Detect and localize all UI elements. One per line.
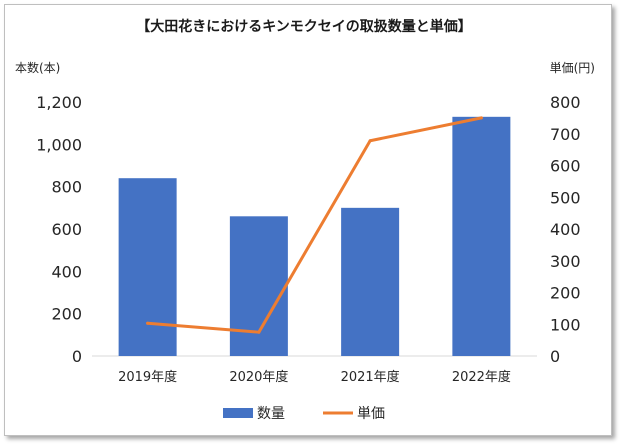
line-series xyxy=(146,116,483,334)
bar-4 xyxy=(452,116,511,356)
right-axis-tick-label: 0 xyxy=(550,347,560,366)
left-axis-tick-label: 0 xyxy=(72,347,82,366)
category-label: 2020年度 xyxy=(229,369,288,385)
category-label: 2021年度 xyxy=(341,369,400,385)
category-label: 2019年度 xyxy=(118,369,177,385)
chart-frame: 【大田花きにおけるキンモクセイの取扱数量と単価】 本数(本) 単価(円) 0 20… xyxy=(4,4,612,436)
chart: 【大田花きにおけるキンモクセイの取扱数量と単価】 本数(本) 単価(円) 0 20… xyxy=(15,18,595,422)
right-axis-ticks: 0 100 200 300 400 500 600 700 800 xyxy=(550,93,581,366)
left-axis-tick-label: 1,000 xyxy=(36,135,82,154)
left-axis-tick-label: 400 xyxy=(51,262,82,281)
left-axis-tick-label: 800 xyxy=(51,178,82,197)
bar-1 xyxy=(118,178,177,356)
left-axis-tick-label: 1,200 xyxy=(36,93,82,112)
line-point-4 xyxy=(479,116,483,120)
right-axis-tick-label: 200 xyxy=(550,284,581,303)
line-point-2 xyxy=(257,330,261,334)
right-axis-tick-label: 300 xyxy=(550,252,581,271)
right-axis-tick-label: 400 xyxy=(550,220,581,239)
legend: 数量 単価 xyxy=(223,406,385,422)
left-axis-ticks: 0 200 400 600 800 1,000 1,200 xyxy=(36,93,82,366)
bar-3 xyxy=(341,207,400,356)
unit-price-line xyxy=(146,116,483,334)
right-axis-tick-label: 700 xyxy=(550,125,581,144)
bar-series xyxy=(118,116,511,356)
legend-swatch-quantity xyxy=(223,408,253,418)
left-axis-label: 本数(本) xyxy=(15,60,60,75)
right-axis-tick-label: 600 xyxy=(550,157,581,176)
left-axis-tick-label: 600 xyxy=(51,220,82,239)
category-axis-ticks: 2019年度 2020年度 2021年度 2022年度 xyxy=(118,369,511,385)
right-axis-tick-label: 800 xyxy=(550,93,581,112)
right-axis-label: 単価(円) xyxy=(550,61,595,75)
chart-title: 【大田花きにおけるキンモクセイの取扱数量と単価】 xyxy=(136,18,472,35)
right-axis-tick-label: 500 xyxy=(550,188,581,207)
bar-2 xyxy=(229,216,288,356)
line-point-1 xyxy=(146,321,150,325)
legend-label-unit-price: 単価 xyxy=(357,406,385,422)
left-axis-tick-label: 200 xyxy=(51,305,82,324)
line-point-3 xyxy=(368,139,372,143)
legend-label-quantity: 数量 xyxy=(257,406,285,422)
right-axis-tick-label: 100 xyxy=(550,315,581,334)
category-label: 2022年度 xyxy=(452,369,511,385)
